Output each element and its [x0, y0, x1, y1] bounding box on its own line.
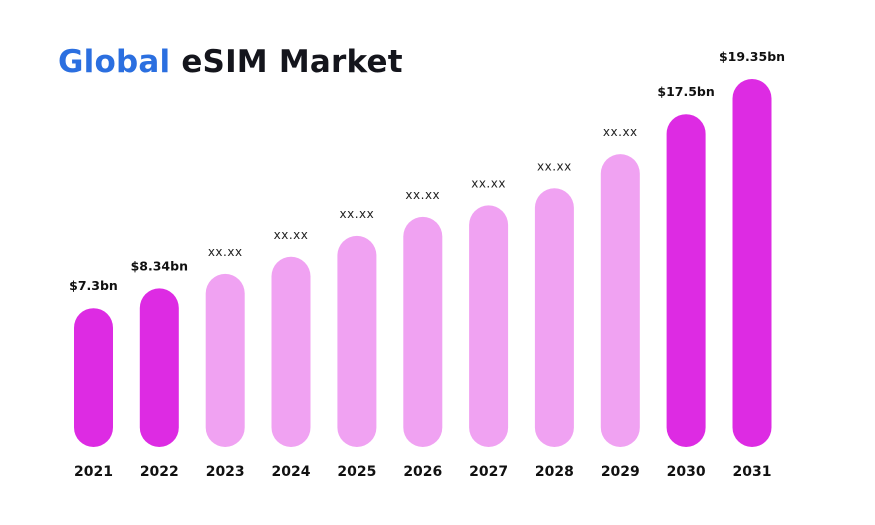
value-label-2031: $19.35bn — [719, 49, 785, 64]
bars-group — [74, 79, 772, 448]
bar-2023 — [205, 273, 245, 447]
value-label-2023: xx.xx — [208, 245, 243, 259]
chart-title: Global eSIM Market — [58, 44, 403, 80]
x-tick-label-2026: 2026 — [403, 464, 442, 480]
x-tick-label-2022: 2022 — [140, 464, 179, 480]
chart-title-accent: Global — [58, 44, 171, 80]
bar-2021 — [74, 308, 113, 447]
bar-2031 — [732, 79, 772, 447]
x-tick-label-2029: 2029 — [601, 464, 640, 480]
bar-2027 — [469, 205, 509, 447]
value-label-2026: xx.xx — [405, 188, 440, 202]
value-label-2024: xx.xx — [274, 228, 309, 242]
x-tick-label-2021: 2021 — [74, 464, 113, 480]
bar-2030 — [666, 114, 706, 447]
bar-2024 — [271, 256, 311, 447]
value-label-2021: $7.3bn — [69, 278, 118, 293]
bar-2028 — [534, 188, 574, 448]
x-tick-label-2031: 2031 — [733, 464, 772, 480]
x-tick-label-2030: 2030 — [667, 464, 706, 480]
value-label-2029: xx.xx — [603, 125, 638, 139]
x-tick-label-2028: 2028 — [535, 464, 574, 480]
x-tick-label-2025: 2025 — [337, 464, 376, 480]
bar-2025 — [337, 235, 377, 447]
bar-2022 — [139, 288, 179, 447]
x-tick-label-2027: 2027 — [469, 464, 508, 480]
bar-2029 — [600, 154, 640, 447]
value-label-2030: $17.5bn — [657, 84, 714, 99]
value-label-2027: xx.xx — [471, 176, 506, 190]
chart-title-rest: eSIM Market — [181, 44, 403, 80]
value-label-2028: xx.xx — [537, 159, 572, 173]
bar-2026 — [403, 216, 443, 447]
x-axis-ticks: 2021 2022 2023 2024 2025 2026 2027 2028 2029 2030… — [74, 464, 771, 480]
x-tick-label-2024: 2024 — [272, 464, 311, 480]
value-label-2022: $8.34bn — [131, 258, 188, 273]
value-labels-group: $7.3bn $8.34bn xx.xx xx.xx xx.xx xx.xx xx.xx xx… — [69, 49, 785, 293]
value-label-2025: xx.xx — [340, 207, 375, 221]
x-tick-label-2023: 2023 — [206, 464, 245, 480]
